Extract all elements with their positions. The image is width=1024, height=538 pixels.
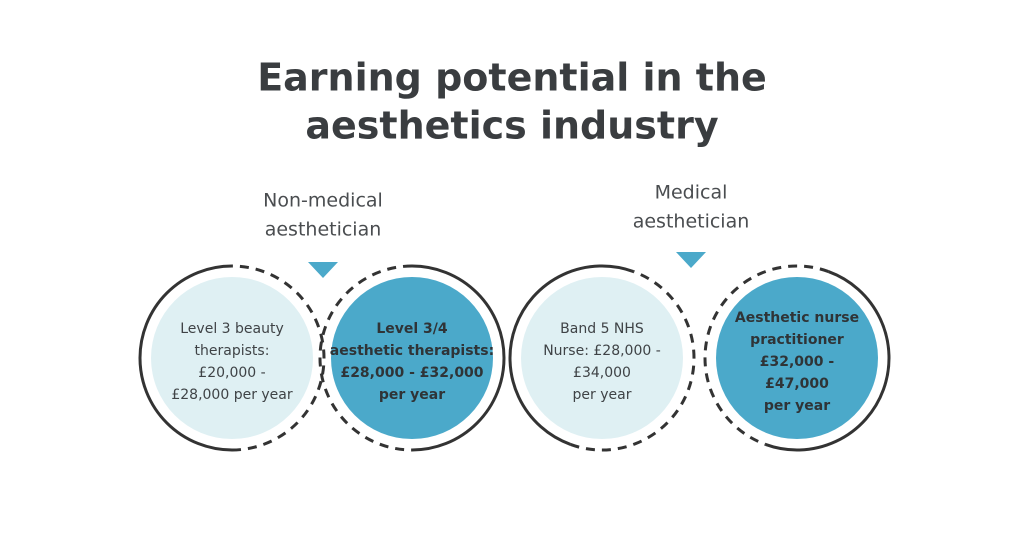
title: Earning potential in the	[257, 56, 767, 100]
circle-text: £20,000 -	[198, 365, 265, 381]
circle-text: £28,000 - £32,000	[340, 365, 483, 381]
circle-text: per year	[573, 387, 632, 403]
circle-text: practitioner	[750, 332, 844, 348]
circle-text: £34,000	[573, 365, 631, 381]
circle-text: Aesthetic nurse	[735, 310, 859, 326]
circle-text: Level 3/4	[376, 321, 448, 337]
circle-text: per year	[764, 398, 830, 414]
ring-dashed	[703, 264, 829, 446]
group-label: aesthetician	[265, 219, 382, 241]
circle-text: £47,000	[765, 376, 829, 392]
circle-fill	[331, 277, 493, 439]
ring-dashed	[570, 270, 696, 452]
pointer	[308, 262, 338, 278]
pointer	[676, 252, 706, 268]
circle-text: £28,000 per year	[171, 387, 293, 403]
ring	[318, 264, 506, 452]
circle-text: Nurse: £28,000 -	[543, 343, 661, 359]
ring-dashed	[231, 264, 326, 452]
ring-solid	[411, 264, 506, 452]
circle-fill	[151, 277, 313, 439]
ring	[138, 264, 326, 452]
circle-fill	[521, 277, 683, 439]
ring	[508, 264, 696, 452]
circle-text: therapists:	[195, 343, 270, 359]
ring-solid	[765, 270, 891, 452]
circle-text: Level 3 beauty	[180, 321, 284, 337]
title: aesthetics industry	[305, 104, 718, 148]
group-label: Non-medical	[263, 190, 383, 212]
group-label: Medical	[655, 182, 728, 204]
ring	[703, 264, 891, 452]
circle-text: per year	[379, 387, 445, 403]
circle-fill	[716, 277, 878, 439]
ring-solid	[508, 264, 634, 446]
circle-text: aesthetic therapists:	[330, 343, 494, 359]
circle-text: Band 5 NHS	[560, 321, 644, 337]
ring-solid	[138, 264, 233, 452]
circle-text: £32,000 -	[760, 354, 835, 370]
group-label: aesthetician	[633, 211, 750, 233]
ring-dashed	[318, 264, 413, 452]
